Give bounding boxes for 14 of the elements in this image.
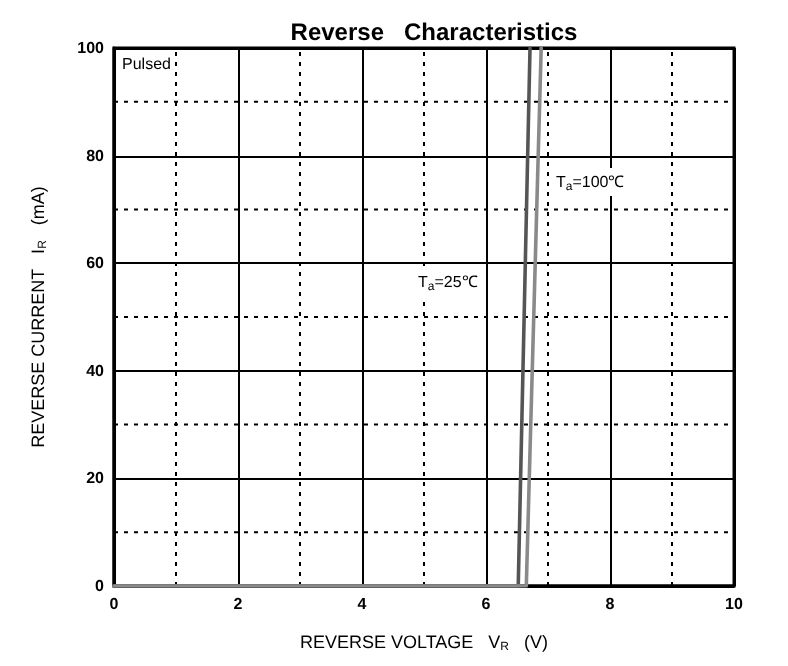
x-tick-label: 6 [481,595,492,613]
annotation: Pulsed [122,55,171,73]
x-tick-label: 10 [725,595,744,613]
y-tick-label: 20 [86,469,106,488]
x-tick-label: 8 [605,595,616,613]
chart-title: Reverse Characteristics [290,18,579,46]
x-tick-label: 2 [233,595,244,613]
y-tick-label: 100 [77,39,106,57]
x-tick-label: 0 [109,595,120,613]
y-tick-label: 60 [86,254,106,273]
y-tick-label: 0 [95,577,106,595]
y-tick-label: 40 [86,361,106,380]
y-tick-label: 80 [86,146,106,165]
x-tick-label: 4 [357,595,368,613]
